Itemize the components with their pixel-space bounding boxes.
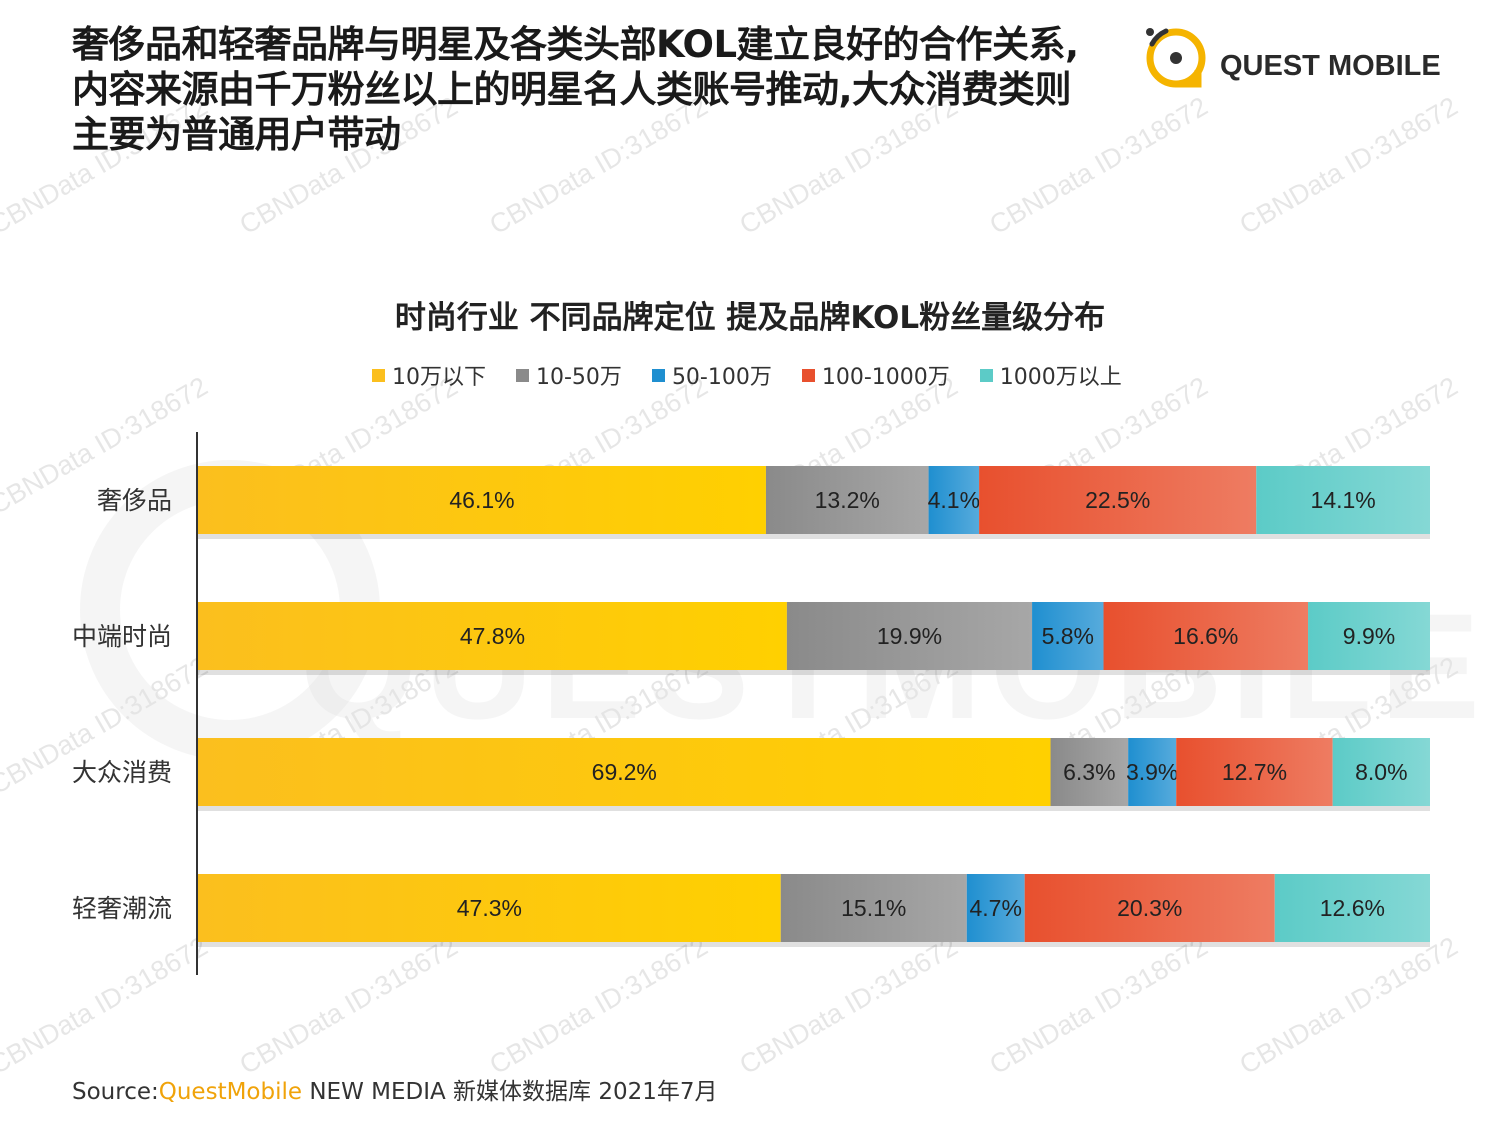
data-label: 5.8% [1042, 623, 1094, 649]
questmobile-logo-icon [1146, 28, 1206, 88]
bar-segment [979, 466, 1257, 534]
source-line: Source:QuestMobile NEW MEDIA 新媒体数据库 2021… [72, 1072, 718, 1106]
headline-line-2: 内容来源由千万粉丝以上的明星名人类账号推动,大众消费类则 [72, 68, 1072, 111]
source-text: NEW MEDIA 新媒体数据库 2021年7月 [302, 1079, 718, 1105]
bar-segment [786, 602, 1033, 670]
bar-segment [1032, 602, 1104, 670]
legend-item: 1000万以上 [979, 359, 1122, 391]
data-label: 12.6% [1320, 895, 1385, 921]
data-label: 22.5% [1085, 487, 1150, 513]
data-label: 3.9% [1126, 759, 1178, 785]
category-label: 奢侈品 [97, 486, 172, 515]
legend-swatch [801, 368, 815, 382]
legend-item: 100-1000万 [801, 359, 950, 391]
bar-segment [1024, 874, 1275, 942]
data-label: 19.9% [877, 623, 942, 649]
data-label: 46.1% [449, 487, 514, 513]
data-label: 6.3% [1063, 759, 1115, 785]
bar-segment [1103, 602, 1309, 670]
legend-label: 10-50万 [536, 365, 622, 390]
bar-segment [198, 602, 787, 670]
legend-item: 10-50万 [516, 359, 622, 391]
legend-swatch [516, 368, 529, 382]
source-brand: QuestMobile [158, 1079, 303, 1105]
data-label: 47.8% [460, 623, 525, 649]
bar-segment [1332, 738, 1430, 806]
data-label: 20.3% [1117, 895, 1182, 921]
bar-segment [966, 874, 1025, 942]
data-label: 4.7% [970, 895, 1022, 921]
bar-segment [928, 466, 980, 534]
questmobile-logo: QUEST MOBILE [1138, 22, 1441, 92]
bar-segment [198, 874, 781, 942]
category-label: 大众消费 [72, 758, 172, 787]
legend-label: 1000万以上 [999, 365, 1122, 390]
legend-swatch [372, 368, 385, 382]
data-label: 14.1% [1311, 487, 1376, 513]
legend-item: 10万以下 [372, 359, 486, 391]
bar-segment [780, 874, 967, 942]
data-label: 15.1% [841, 895, 906, 921]
logo-text: QUEST MOBILE [1220, 50, 1441, 82]
headline-line-3: 主要为普通用户带动 [72, 113, 401, 156]
bar-segment [765, 466, 929, 534]
data-label: 4.1% [928, 487, 980, 513]
data-label: 47.3% [457, 895, 522, 921]
bar-shadow [198, 942, 1430, 947]
bar-segment [1308, 602, 1430, 670]
legend-label: 50-100万 [671, 365, 772, 390]
legend-label: 100-1000万 [821, 365, 950, 390]
headline-line-1: 奢侈品和轻奢品牌与明星及各类头部KOL建立良好的合作关系, [72, 23, 1079, 66]
bar-segment [1128, 738, 1177, 806]
data-label: 9.9% [1343, 623, 1395, 649]
chart-title: 时尚行业 不同品牌定位 提及品牌KOL粉丝量级分布 [394, 300, 1106, 336]
legend-item: 50-100万 [651, 359, 772, 391]
bar-shadow [198, 670, 1430, 675]
bar-segment [198, 738, 1051, 806]
source-label: Source: [72, 1079, 159, 1105]
category-label: 中端时尚 [72, 622, 172, 651]
bar-segment [1274, 874, 1430, 942]
bar-shadow [198, 534, 1430, 539]
bar-shadow [198, 806, 1430, 811]
bar-segment [1256, 466, 1430, 534]
bar-segment [1176, 738, 1333, 806]
data-label: 13.2% [815, 487, 880, 513]
legend-label: 10万以下 [392, 365, 486, 390]
legend-swatch [979, 368, 993, 382]
page-headline: 奢侈品和轻奢品牌与明星及各类头部KOL建立良好的合作关系, 内容来源由千万粉丝以… [72, 22, 1132, 157]
data-label: 69.2% [592, 759, 657, 785]
data-label: 8.0% [1355, 759, 1407, 785]
data-label: 16.6% [1173, 623, 1238, 649]
bar-segment [198, 466, 766, 534]
legend-swatch [651, 368, 665, 382]
chart-legend: 10万以下 10-50万 50-100万 100-1000万 1000万以上 [372, 360, 1152, 390]
category-label: 轻奢潮流 [72, 894, 172, 923]
bar-segment [1050, 738, 1129, 806]
data-label: 12.7% [1222, 759, 1287, 785]
